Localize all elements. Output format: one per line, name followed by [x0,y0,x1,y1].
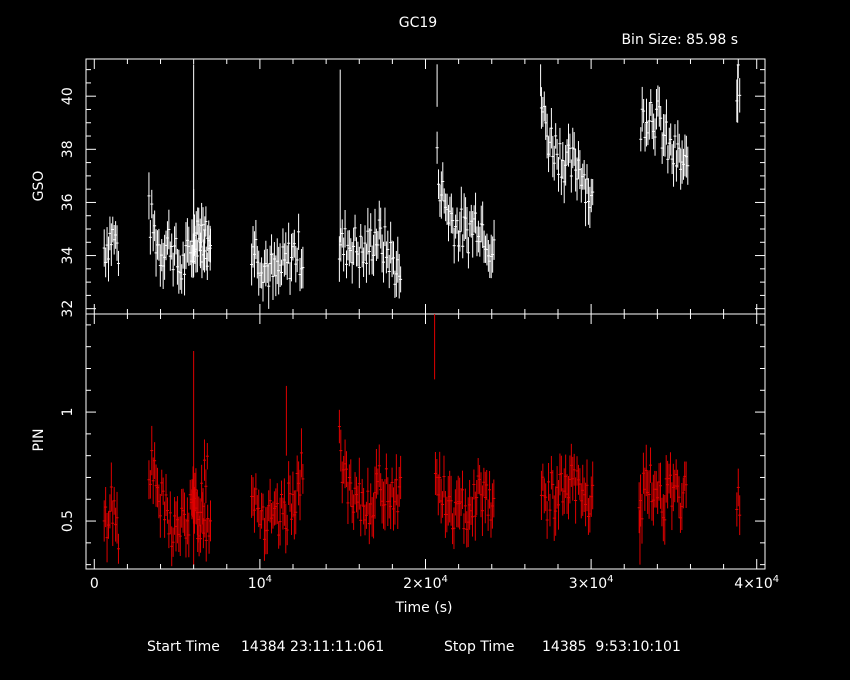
y-tick-label: 40 [60,87,76,105]
y-tick-label: 34 [60,247,76,265]
x-axis-label: Time (s) [395,600,453,616]
x-tick-label: 2×104 [403,574,448,592]
x-tick-label: 3×104 [569,574,614,592]
chart-title: GC19 [399,15,437,31]
pin-axis-label: PIN [31,428,47,451]
x-tick-label: 0 [90,576,99,592]
gso-axis-label: GSO [31,171,47,202]
y-tick-label: 1 [60,408,76,417]
start-time-label: Start Time [147,639,220,655]
panel-frame [85,58,766,315]
x-tick-label: 104 [248,574,272,592]
pin-panel: 0.5 1 0 104 2×104 3×104 4×104 [60,313,779,592]
start-time-value: 14384 23:11:11:061 [241,639,384,655]
x-tick-label: 4×104 [734,574,779,592]
stop-time-label: Stop Time [444,639,515,655]
y-tick-label: 32 [60,300,76,318]
stop-time-value: 14385 9:53:10:101 [542,639,681,655]
data-points [102,59,742,309]
bin-size-label: Bin Size: 85.98 s [621,32,738,48]
y-tick-label: 36 [60,193,76,211]
data-points [102,314,742,567]
gso-panel: 32 34 36 38 40 [60,58,766,318]
y-tick-label: 0.5 [60,510,76,532]
y-tick-label: 38 [60,140,76,158]
